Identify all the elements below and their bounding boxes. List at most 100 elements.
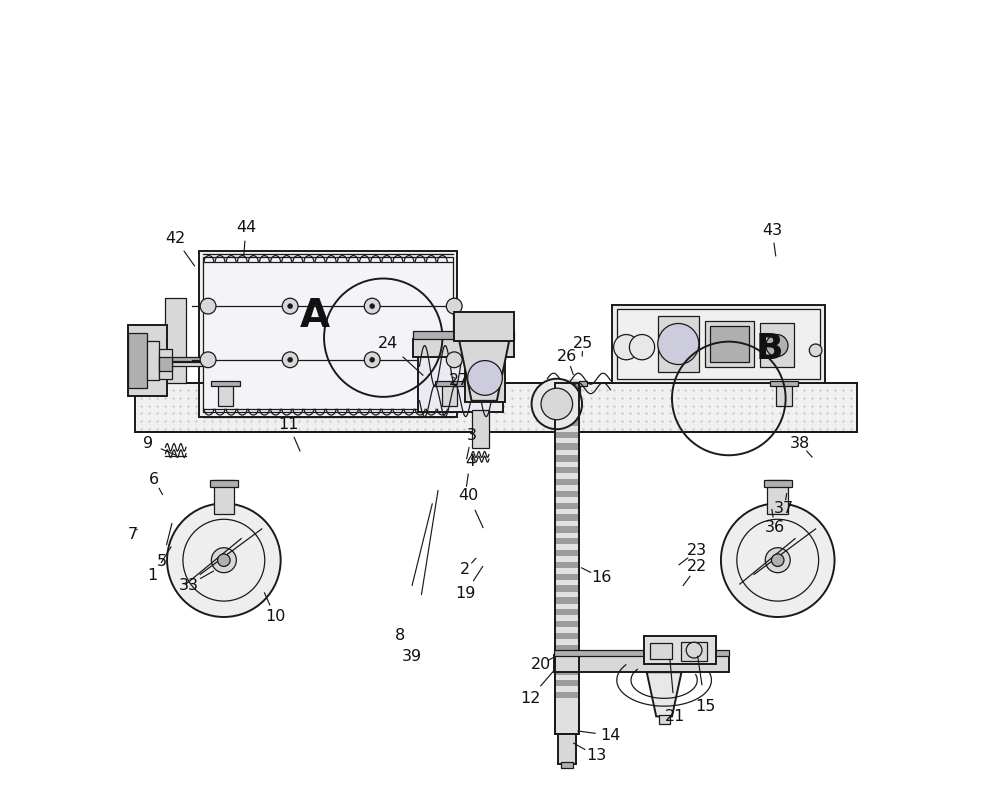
Text: 39: 39 <box>402 649 422 664</box>
Circle shape <box>809 344 822 357</box>
Text: 43: 43 <box>762 222 782 238</box>
Polygon shape <box>555 668 579 675</box>
Circle shape <box>468 361 502 395</box>
Polygon shape <box>555 455 579 462</box>
Circle shape <box>370 357 375 362</box>
Text: 11: 11 <box>278 417 299 432</box>
Text: B: B <box>756 331 784 366</box>
Bar <box>658 316 699 372</box>
Bar <box>659 715 670 724</box>
Bar <box>472 410 489 448</box>
Polygon shape <box>555 562 579 568</box>
Circle shape <box>364 298 380 314</box>
Bar <box>558 381 587 386</box>
Text: 21: 21 <box>665 709 685 724</box>
Circle shape <box>200 298 216 314</box>
Bar <box>650 643 672 659</box>
Text: 7: 7 <box>128 527 138 543</box>
Text: 1: 1 <box>148 568 158 584</box>
Polygon shape <box>555 574 579 580</box>
Polygon shape <box>555 426 579 432</box>
Bar <box>218 383 233 406</box>
Circle shape <box>766 335 788 357</box>
Circle shape <box>532 379 582 429</box>
Bar <box>418 355 503 412</box>
Bar <box>555 383 579 734</box>
Text: 13: 13 <box>586 748 606 764</box>
Circle shape <box>167 503 281 617</box>
Polygon shape <box>555 692 579 698</box>
Circle shape <box>282 352 298 368</box>
Polygon shape <box>555 645 579 651</box>
Bar <box>554 655 729 672</box>
Bar <box>413 339 514 357</box>
Bar <box>159 349 172 379</box>
Polygon shape <box>555 651 579 656</box>
Bar <box>681 642 707 661</box>
Polygon shape <box>555 621 579 627</box>
Polygon shape <box>555 521 579 526</box>
Circle shape <box>721 503 835 617</box>
Polygon shape <box>555 438 579 443</box>
Text: 2: 2 <box>460 562 470 578</box>
Circle shape <box>629 335 655 360</box>
Polygon shape <box>555 568 579 574</box>
Polygon shape <box>459 339 509 401</box>
Text: 25: 25 <box>573 335 593 351</box>
Polygon shape <box>555 420 579 426</box>
Text: 5: 5 <box>157 554 167 570</box>
Bar <box>210 480 238 488</box>
Bar <box>135 383 857 432</box>
Bar <box>770 381 798 386</box>
Bar <box>435 381 464 386</box>
Bar <box>165 298 186 383</box>
Polygon shape <box>555 615 579 621</box>
Bar <box>705 321 754 367</box>
Text: 38: 38 <box>790 436 810 451</box>
Bar <box>159 357 172 371</box>
Polygon shape <box>555 509 579 514</box>
Polygon shape <box>555 550 579 556</box>
Circle shape <box>614 335 639 360</box>
Circle shape <box>218 554 230 567</box>
Polygon shape <box>555 414 579 420</box>
Bar <box>165 362 268 366</box>
Polygon shape <box>555 592 579 597</box>
Bar <box>760 323 794 367</box>
Text: 40: 40 <box>458 488 479 503</box>
Bar <box>214 481 234 514</box>
Circle shape <box>765 548 790 573</box>
Polygon shape <box>647 672 681 716</box>
Circle shape <box>446 352 462 368</box>
Polygon shape <box>555 609 579 615</box>
Text: 27: 27 <box>449 372 469 388</box>
Text: 6: 6 <box>149 472 159 488</box>
Bar <box>147 341 159 380</box>
Bar <box>211 381 240 386</box>
Text: 3: 3 <box>467 428 477 443</box>
Bar <box>128 325 167 396</box>
Circle shape <box>446 298 462 314</box>
Bar <box>465 353 505 402</box>
Circle shape <box>686 642 702 658</box>
Polygon shape <box>555 663 579 668</box>
Polygon shape <box>555 544 579 550</box>
Polygon shape <box>555 597 579 604</box>
Polygon shape <box>555 408 579 414</box>
Bar <box>454 312 514 341</box>
Polygon shape <box>555 473 579 479</box>
Polygon shape <box>555 396 579 402</box>
Text: 36: 36 <box>765 519 785 535</box>
Polygon shape <box>555 627 579 633</box>
Bar <box>203 257 453 412</box>
Text: 20: 20 <box>531 656 551 672</box>
Text: 42: 42 <box>165 230 185 246</box>
Text: 16: 16 <box>591 570 611 585</box>
Polygon shape <box>555 432 579 438</box>
Circle shape <box>771 554 784 567</box>
Polygon shape <box>555 556 579 562</box>
Text: 15: 15 <box>695 698 715 714</box>
Polygon shape <box>555 526 579 533</box>
Polygon shape <box>555 467 579 473</box>
Circle shape <box>658 323 699 365</box>
